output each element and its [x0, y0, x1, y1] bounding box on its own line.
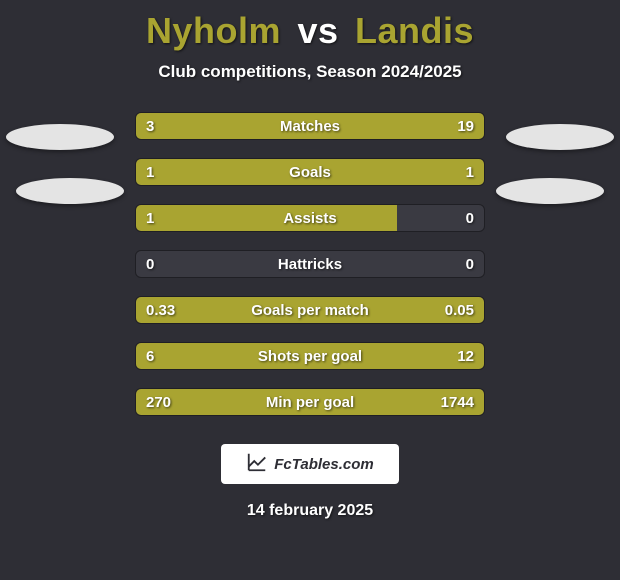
watermark-text: FcTables.com [274, 456, 373, 473]
stat-label: Assists [136, 205, 484, 231]
stat-row: 6 Shots per goal 12 [135, 342, 485, 370]
stat-row: 3 Matches 19 [135, 112, 485, 140]
stat-label: Goals per match [136, 297, 484, 323]
stat-value-right: 0.05 [445, 297, 474, 323]
avatar-placeholder-left-2 [16, 178, 124, 204]
chart-icon [246, 451, 268, 477]
watermark-badge: FcTables.com [221, 444, 399, 484]
stat-row: 1 Assists 0 [135, 204, 485, 232]
stat-row: 1 Goals 1 [135, 158, 485, 186]
stat-label: Hattricks [136, 251, 484, 277]
stat-label: Min per goal [136, 389, 484, 415]
stat-label: Goals [136, 159, 484, 185]
date-label: 14 february 2025 [0, 502, 620, 520]
stat-value-right: 0 [466, 205, 474, 231]
player1-name: Nyholm [146, 10, 281, 51]
stats-container: 3 Matches 19 1 Goals 1 1 Assists 0 0 Hat… [135, 112, 485, 416]
avatar-placeholder-left-1 [6, 124, 114, 150]
stat-label: Shots per goal [136, 343, 484, 369]
stat-value-right: 0 [466, 251, 474, 277]
avatar-placeholder-right-2 [496, 178, 604, 204]
stat-value-right: 1744 [441, 389, 474, 415]
comparison-title: Nyholm vs Landis [0, 0, 620, 52]
subtitle: Club competitions, Season 2024/2025 [0, 62, 620, 82]
stat-label: Matches [136, 113, 484, 139]
stat-value-right: 12 [457, 343, 474, 369]
player2-name: Landis [355, 10, 474, 51]
stat-row: 0 Hattricks 0 [135, 250, 485, 278]
stat-row: 0.33 Goals per match 0.05 [135, 296, 485, 324]
vs-label: vs [297, 10, 338, 51]
stat-row: 270 Min per goal 1744 [135, 388, 485, 416]
stat-value-right: 19 [457, 113, 474, 139]
avatar-placeholder-right-1 [506, 124, 614, 150]
stat-value-right: 1 [466, 159, 474, 185]
